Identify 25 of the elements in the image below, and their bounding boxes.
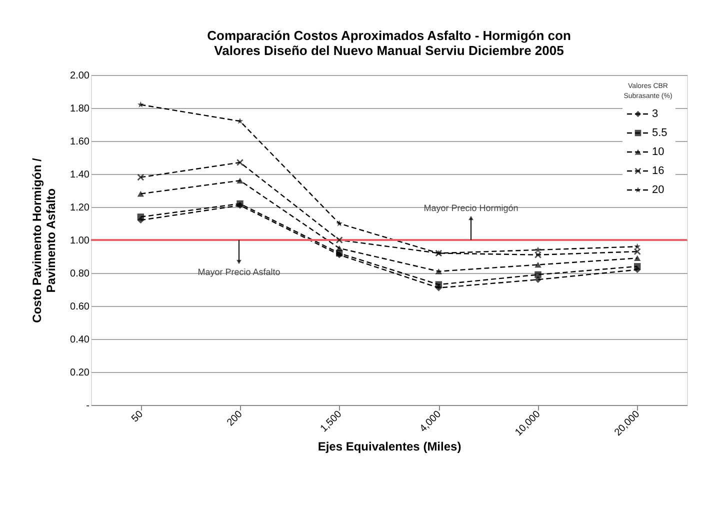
text: Valores Diseño del Nuevo Manual Serviu Diciembre 2005 (214, 43, 564, 58)
y-tick-label: 1.40 (70, 170, 90, 180)
text: Pavimento Asfalto (44, 188, 58, 293)
y-tick-label: 0.80 (70, 268, 90, 280)
legend-label: 3 (652, 108, 658, 120)
x-axis-title: Ejes Equivalentes (Miles) (318, 440, 462, 454)
y-tick-label: - (86, 400, 90, 412)
y-tick-label: 1.80 (70, 104, 90, 114)
y-tick-label: 0.40 (70, 334, 90, 346)
text: Comparación Costos Aproximados Asfalto - Hormigón con (207, 28, 571, 43)
y-tick-label: 0.60 (70, 302, 90, 312)
x-tick-label: 50 (130, 408, 146, 425)
y-tick-label: 1.00 (70, 236, 90, 246)
y-tick-label: 2.00 (70, 70, 90, 82)
legend-label: 5.5 (652, 127, 668, 139)
legend-label: 10 (652, 146, 664, 158)
text: Costo Pavimento Hormigón / (30, 158, 44, 323)
x-tick-label: 200 (225, 408, 246, 429)
legend-label: 20 (652, 184, 664, 196)
annotation: Mayor Precio Hormigón (424, 203, 518, 213)
legend-label: 16 (652, 165, 664, 177)
y-tick-label: 0.20 (70, 368, 90, 378)
y-tick-label: 1.60 (70, 136, 90, 148)
y-tick-label: 1.20 (70, 202, 90, 214)
annotation: Mayor Precio Asfalto (198, 267, 280, 277)
